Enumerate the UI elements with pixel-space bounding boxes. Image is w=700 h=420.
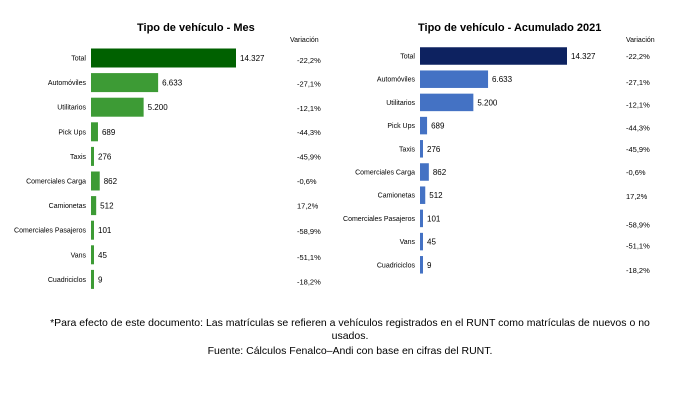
variation-header: Variación <box>626 37 655 44</box>
chart-title: Tipo de vehículo - Mes <box>137 22 255 34</box>
value-label: 5.200 <box>148 103 169 112</box>
value-label: 276 <box>98 152 112 161</box>
value-label: 689 <box>431 122 445 131</box>
variation-label: -58,9% <box>297 227 321 236</box>
category-label: Pick Ups <box>387 123 415 130</box>
value-label: 9 <box>427 261 432 270</box>
category-label: Automóviles <box>48 80 87 87</box>
category-label: Utilitarios <box>386 100 415 107</box>
bar <box>420 70 489 88</box>
bar <box>420 93 474 112</box>
bar <box>91 122 98 142</box>
category-label: Total <box>400 54 415 61</box>
variation-label: -44,3% <box>626 124 650 133</box>
value-label: 862 <box>433 168 447 177</box>
variation-label: -27,1% <box>626 78 650 87</box>
variation-label: -51,1% <box>626 242 650 251</box>
bar <box>420 47 567 65</box>
footnote-definition: *Para efecto de este documento: Las matr… <box>50 317 650 342</box>
category-label: Taxis <box>399 146 415 153</box>
category-label: Pick Ups <box>58 129 86 136</box>
value-label: 512 <box>429 191 443 200</box>
value-label: 101 <box>98 226 112 235</box>
value-label: 45 <box>98 251 107 260</box>
category-label: Comerciales Carga <box>355 170 415 177</box>
chart-mes: Tipo de vehículo - Mes Variación Total 14… <box>0 0 350 300</box>
variation-label: -18,2% <box>297 277 321 286</box>
variation-label: -0,6% <box>626 168 646 177</box>
variation-label: -27,1% <box>297 80 321 89</box>
category-label: Vans <box>71 252 87 259</box>
value-label: 9 <box>98 275 103 284</box>
variation-label: 17,2% <box>626 192 648 201</box>
chart-title: Tipo de vehículo - Acumulado 2021 <box>418 22 602 34</box>
bar <box>91 196 97 216</box>
bar <box>91 146 94 166</box>
variation-label: 17,2% <box>297 202 319 211</box>
category-label: Vans <box>400 239 416 246</box>
variation-label: -0,6% <box>297 177 317 186</box>
category-label: Camionetas <box>49 203 87 210</box>
variation-label: -22,2% <box>626 52 650 61</box>
value-label: 14.327 <box>571 52 596 61</box>
bar <box>91 97 144 117</box>
bar <box>91 48 236 68</box>
bar <box>420 186 426 204</box>
bar <box>420 256 423 274</box>
category-label: Comerciales Carga <box>26 179 86 186</box>
bar <box>420 163 429 181</box>
category-label: Automóviles <box>377 77 416 84</box>
category-label: Cuadriciclos <box>377 262 416 269</box>
variation-label: -45,9% <box>626 145 650 154</box>
category-label: Total <box>71 56 86 63</box>
value-label: 862 <box>104 177 118 186</box>
bar <box>420 232 423 251</box>
category-label: Comerciales Pasajeros <box>14 228 86 235</box>
chart-acumulado: Tipo de vehículo - Acumulado 2021 Variac… <box>343 0 700 300</box>
category-label: Cuadriciclos <box>48 277 87 284</box>
bar <box>420 116 428 135</box>
value-label: 14.327 <box>240 54 265 63</box>
variation-label: -12,1% <box>297 104 321 113</box>
value-label: 689 <box>102 128 116 137</box>
category-label: Camionetas <box>378 193 416 200</box>
variation-label: -12,1% <box>626 100 650 109</box>
bar <box>420 209 423 228</box>
bar-chart-acumulado: Total 14.327 -22,2% Automóviles 6.633 -27,1% U… <box>343 47 650 275</box>
value-label: 101 <box>427 214 441 223</box>
value-label: 45 <box>427 238 436 247</box>
bar <box>91 269 94 289</box>
variation-label: -44,3% <box>297 128 321 137</box>
category-label: Comerciales Pasajeros <box>343 216 415 223</box>
bar <box>91 220 94 240</box>
category-label: Utilitarios <box>57 105 86 112</box>
bar <box>91 171 100 191</box>
variation-header: Variación <box>290 37 319 44</box>
value-label: 512 <box>100 202 114 211</box>
variation-label: -22,2% <box>297 56 321 65</box>
variation-label: -18,2% <box>626 266 650 275</box>
variation-label: -45,9% <box>297 152 321 161</box>
footnote-source: Fuente: Cálculos Fenalco–Andi con base e… <box>207 345 493 357</box>
value-label: 6.633 <box>492 75 513 84</box>
variation-label: -58,9% <box>626 220 650 229</box>
bar <box>91 245 94 265</box>
value-label: 6.633 <box>162 79 183 88</box>
bar-chart-mes: Total 14.327 -22,2% Automóviles 6.633 -27,1% U… <box>14 48 321 289</box>
value-label: 5.200 <box>477 98 498 107</box>
value-label: 276 <box>427 145 441 154</box>
bar <box>91 73 159 93</box>
bar <box>420 140 423 158</box>
category-label: Taxis <box>70 154 86 161</box>
variation-label: -51,1% <box>297 253 321 262</box>
